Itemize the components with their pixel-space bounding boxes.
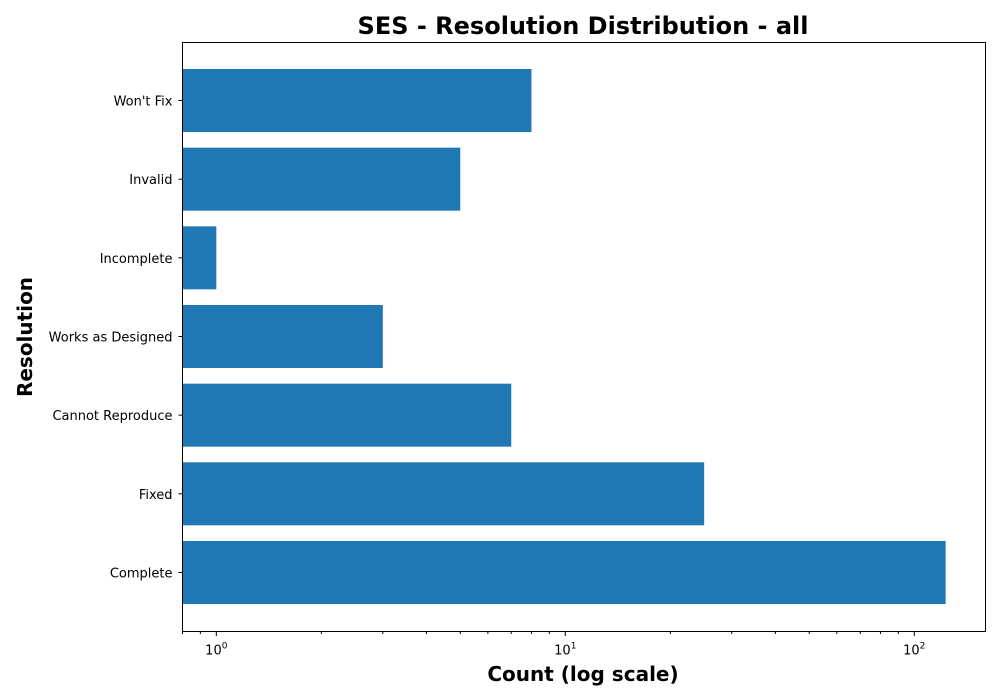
bar	[182, 541, 946, 604]
bars	[182, 69, 946, 604]
y-tick-label: Complete	[110, 567, 173, 582]
x-axis-label: Count (log scale)	[487, 662, 678, 686]
y-axis-label: Resolution	[13, 277, 37, 397]
x-tick-label: 102	[903, 642, 925, 659]
bar	[182, 305, 383, 368]
x-tick-label: 101	[554, 642, 576, 659]
bar	[182, 147, 461, 211]
bar	[182, 383, 512, 447]
bar	[182, 462, 705, 526]
bar	[182, 226, 217, 290]
y-tick-label: Won't Fix	[114, 95, 173, 110]
y-tick-label: Invalid	[129, 173, 172, 188]
y-tick-label: Incomplete	[100, 252, 173, 267]
y-tick-label: Cannot Reproduce	[52, 409, 172, 424]
x-axis-ticks: 100 101 102	[182, 631, 925, 659]
chart-title: SES - Resolution Distribution - all	[358, 12, 809, 40]
x-tick-label: 100	[205, 642, 228, 659]
y-tick-label: Fixed	[139, 488, 173, 503]
bar	[182, 69, 532, 132]
y-axis-ticks: Won't Fix Invalid Incomplete Works as Desig…	[49, 95, 183, 582]
y-tick-label: Works as Designed	[49, 331, 173, 346]
